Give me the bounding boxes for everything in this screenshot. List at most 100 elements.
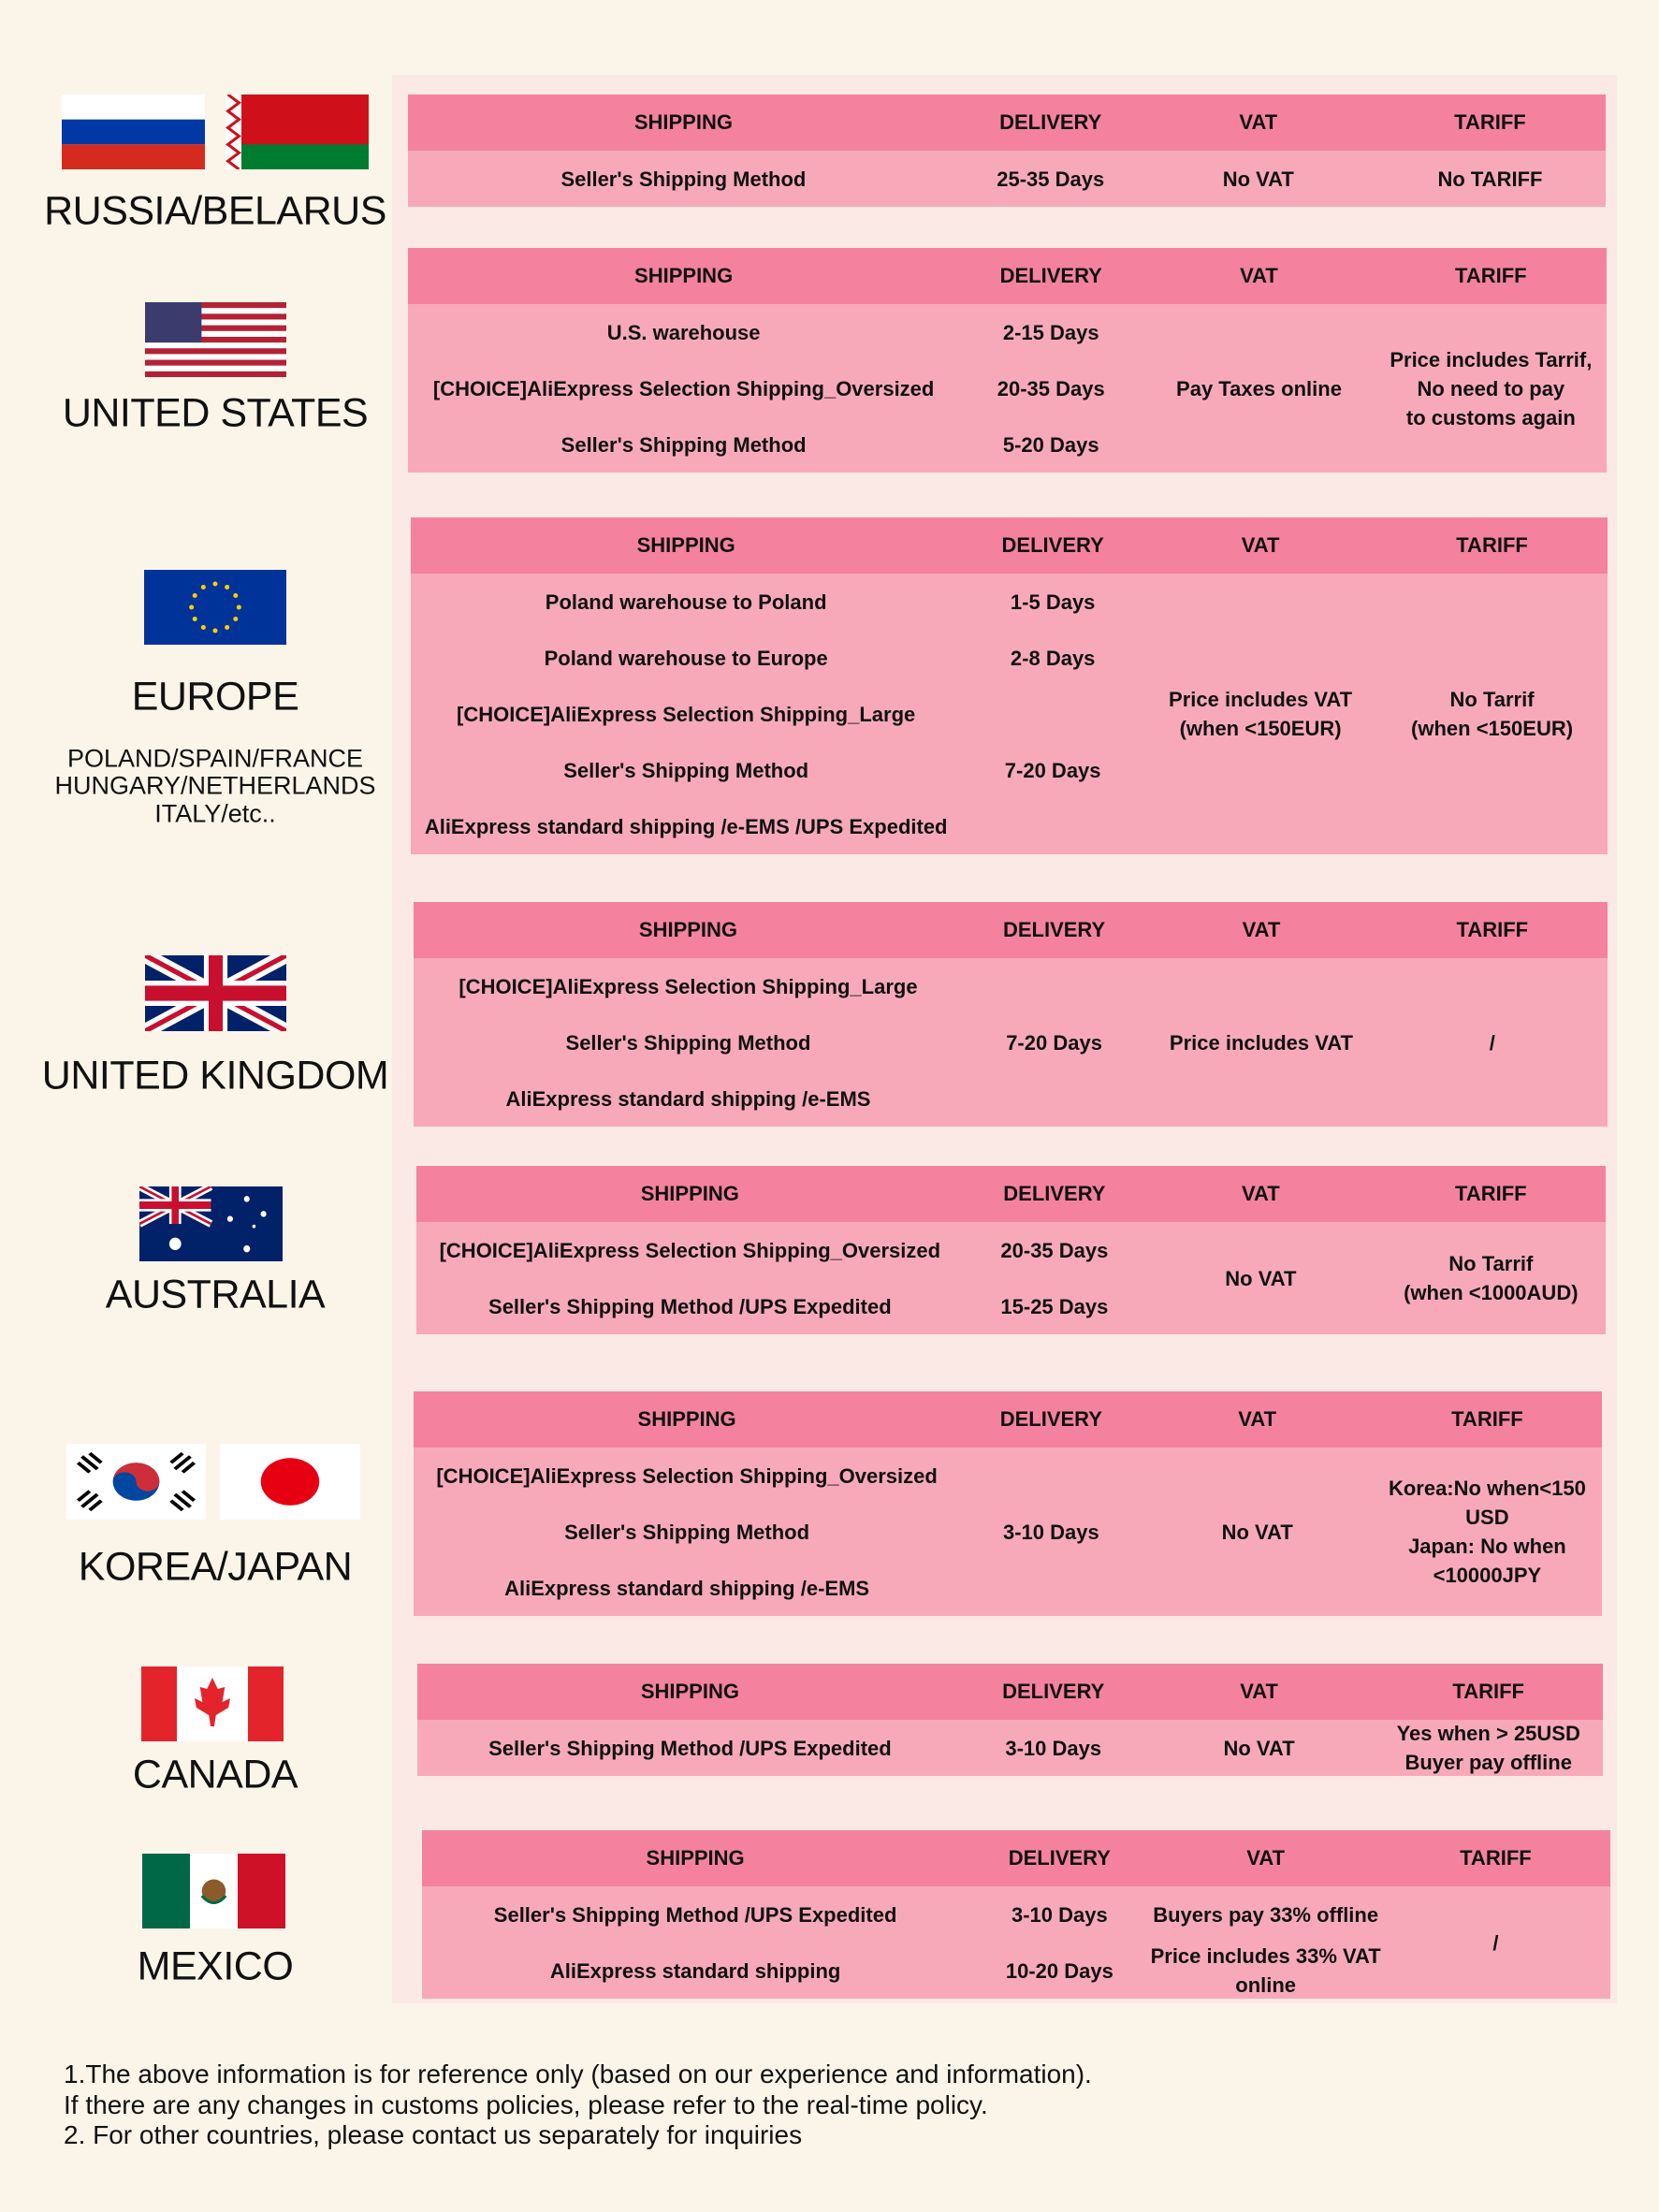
shipping-method-cell: U.S. warehouse bbox=[606, 320, 761, 344]
column-header-delivery: DELIVERY bbox=[960, 1391, 1142, 1448]
column-header-delivery: DELIVERY bbox=[962, 902, 1146, 958]
column-header-tariff: TARIFF bbox=[1375, 248, 1607, 304]
shipping-method-cell: Seller's Shipping Method /UPS Expedited bbox=[488, 1294, 892, 1318]
shipping-method-cell: [CHOICE]AliExpress Selection Shipping_Ov… bbox=[436, 1463, 938, 1488]
tariff-cell: No TARIFF bbox=[1437, 167, 1543, 191]
vat-cell: No VAT bbox=[1221, 1520, 1293, 1544]
shipping-method-cell: [CHOICE]AliExpress Selection Shipping_Ov… bbox=[439, 1238, 941, 1262]
shipping-method-cell: AliExpress standard shipping /e-EMS /UPS… bbox=[424, 814, 948, 838]
footer-note: 1.The above information is for reference… bbox=[64, 2059, 1092, 2088]
tariff-cell: / bbox=[1489, 1030, 1495, 1055]
tariff-cell: No Tarrif (when <1000AUD) bbox=[1404, 1252, 1579, 1304]
column-header-tariff: TARIFF bbox=[1380, 1830, 1610, 1886]
column-header-tariff: TARIFF bbox=[1375, 1166, 1606, 1222]
shipping-table-united-states: SHIPPING DELIVERY VAT TARIFF U.S. warehouse [… bbox=[408, 248, 1607, 473]
column-header-shipping: SHIPPING bbox=[417, 1664, 963, 1720]
column-header-tariff: TARIFF bbox=[1372, 1391, 1602, 1448]
footer-note: If there are any changes in customs poli… bbox=[64, 2090, 988, 2119]
vat-cell: No VAT bbox=[1223, 1736, 1295, 1760]
country-label-australia: AUSTRALIA bbox=[105, 1272, 326, 1317]
vat-cell: Buyers pay 33% offline bbox=[1153, 1902, 1379, 1927]
shipping-table-russia-belarus: SHIPPING DELIVERY VAT TARIFF Seller's Shippi… bbox=[408, 95, 1606, 207]
column-header-vat: VAT bbox=[1150, 1830, 1381, 1886]
column-header-tariff: TARIFF bbox=[1374, 1664, 1603, 1720]
delivery-cell: 10-20 Days bbox=[1005, 1958, 1113, 1983]
column-header-shipping: SHIPPING bbox=[414, 1391, 961, 1448]
column-header-delivery: DELIVERY bbox=[961, 517, 1144, 574]
column-header-vat: VAT bbox=[1142, 248, 1375, 304]
tariff-cell: Price includes Tarrif, No need to pay to… bbox=[1390, 347, 1593, 429]
column-header-delivery: DELIVERY bbox=[968, 1830, 1151, 1886]
column-header-delivery: DELIVERY bbox=[962, 1664, 1144, 1720]
eu-flag-icon bbox=[144, 570, 286, 645]
delivery-cell: 7-20 Days bbox=[1006, 1030, 1102, 1055]
europe-countries-line: ITALY/etc.. bbox=[154, 799, 276, 828]
shipping-method-cell: [CHOICE]AliExpress Selection Shipping_La… bbox=[458, 974, 918, 998]
shipping-table-united-kingdom: SHIPPING DELIVERY VAT TARIFF [CHOICE]AliExpr… bbox=[414, 902, 1608, 1127]
tariff-cell: / bbox=[1492, 1930, 1499, 1955]
delivery-cell: 15-25 Days bbox=[1000, 1294, 1109, 1318]
column-header-delivery: DELIVERY bbox=[959, 248, 1143, 304]
shipping-method-cell: Seller's Shipping Method bbox=[560, 167, 807, 191]
delivery-cell: 7-20 Days bbox=[1004, 758, 1101, 782]
country-label-korea-japan: KOREA/JAPAN bbox=[78, 1544, 353, 1590]
column-header-shipping: SHIPPING bbox=[416, 1166, 964, 1222]
uk-flag-icon bbox=[145, 955, 286, 1031]
europe-countries-line: POLAND/SPAIN/FRANCE bbox=[66, 744, 364, 773]
delivery-cell: 5-20 Days bbox=[1002, 432, 1099, 457]
europe-countries-line: HUNGARY/NETHERLANDS bbox=[54, 771, 376, 800]
delivery-cell: 25-35 Days bbox=[997, 167, 1105, 191]
shipping-method-cell: Seller's Shipping Method /UPS Expedited bbox=[488, 1736, 892, 1760]
country-label-russia-belarus: RUSSIA/BELARUS bbox=[44, 188, 386, 234]
shipping-table-europe: SHIPPING DELIVERY VAT TARIFF Poland warehous… bbox=[411, 517, 1608, 854]
country-label-canada: CANADA bbox=[132, 1752, 298, 1797]
column-header-shipping: SHIPPING bbox=[408, 95, 959, 151]
japan-flag-icon bbox=[220, 1444, 360, 1520]
column-header-tariff: TARIFF bbox=[1376, 517, 1608, 574]
column-header-vat: VAT bbox=[1142, 95, 1375, 151]
shipping-table-canada: SHIPPING DELIVERY VAT TARIFF Seller's Shippi… bbox=[417, 1664, 1603, 1776]
vat-cell: Price includes VAT (when <150EUR) bbox=[1169, 688, 1353, 740]
shipping-method-cell: Seller's Shipping Method /UPS Expedited bbox=[493, 1902, 897, 1927]
shipping-method-cell: Poland warehouse to Europe bbox=[544, 646, 828, 670]
column-header-shipping: SHIPPING bbox=[414, 902, 963, 958]
delivery-cell: 2-8 Days bbox=[1010, 646, 1096, 670]
column-header-vat: VAT bbox=[1144, 517, 1377, 574]
delivery-cell: 3-10 Days bbox=[1005, 1736, 1102, 1760]
korea-flag-icon bbox=[66, 1444, 206, 1520]
shipping-method-cell: Seller's Shipping Method bbox=[563, 758, 809, 782]
shipping-method-cell: Seller's Shipping Method bbox=[565, 1030, 811, 1055]
usa-flag-icon bbox=[145, 302, 286, 377]
country-label-europe: EUROPE bbox=[131, 674, 299, 720]
country-label-mexico: MEXICO bbox=[137, 1943, 294, 1989]
tariff-cell: Yes when > 25USD Buyer pay offline bbox=[1396, 1722, 1580, 1774]
column-header-vat: VAT bbox=[1143, 1664, 1375, 1720]
column-header-shipping: SHIPPING bbox=[422, 1830, 969, 1886]
belarus-flag-icon bbox=[226, 95, 369, 169]
delivery-cell: 20-35 Days bbox=[997, 376, 1105, 400]
vat-cell: No VAT bbox=[1225, 1266, 1297, 1290]
tariff-cell: No Tarrif (when <150EUR) bbox=[1411, 688, 1574, 740]
vat-cell: No VAT bbox=[1222, 167, 1294, 191]
column-header-vat: VAT bbox=[1145, 902, 1377, 958]
country-label-united-kingdom: UNITED KINGDOM bbox=[41, 1053, 389, 1099]
shipping-method-cell: Seller's Shipping Method bbox=[564, 1520, 810, 1544]
column-header-vat: VAT bbox=[1145, 1166, 1376, 1222]
delivery-cell: 3-10 Days bbox=[1002, 1520, 1099, 1544]
shipping-method-cell: AliExpress standard shipping bbox=[549, 1958, 841, 1983]
column-header-delivery: DELIVERY bbox=[958, 95, 1142, 151]
vat-cell: Price includes 33% VAT online bbox=[1150, 1944, 1381, 1997]
country-label-united-states: UNITED STATES bbox=[62, 390, 369, 436]
delivery-cell: 20-35 Days bbox=[1000, 1238, 1109, 1262]
column-header-delivery: DELIVERY bbox=[963, 1166, 1146, 1222]
russia-flag-icon bbox=[62, 95, 205, 169]
shipping-method-cell: Poland warehouse to Poland bbox=[545, 589, 827, 614]
mexico-flag-icon bbox=[142, 1854, 285, 1928]
delivery-cell: 3-10 Days bbox=[1011, 1902, 1108, 1927]
shipping-table-mexico: SHIPPING DELIVERY VAT TARIFF Seller's Shippi… bbox=[422, 1830, 1610, 1999]
shipping-method-cell: AliExpress standard shipping /e-EMS bbox=[504, 1576, 870, 1600]
delivery-cell: 2-15 Days bbox=[1002, 320, 1099, 344]
footer-note: 2. For other countries, please contact u… bbox=[64, 2120, 803, 2149]
tariff-cell: Korea:No when<150 USD Japan: No when <10… bbox=[1388, 1477, 1586, 1587]
delivery-cell: 1-5 Days bbox=[1010, 589, 1096, 614]
